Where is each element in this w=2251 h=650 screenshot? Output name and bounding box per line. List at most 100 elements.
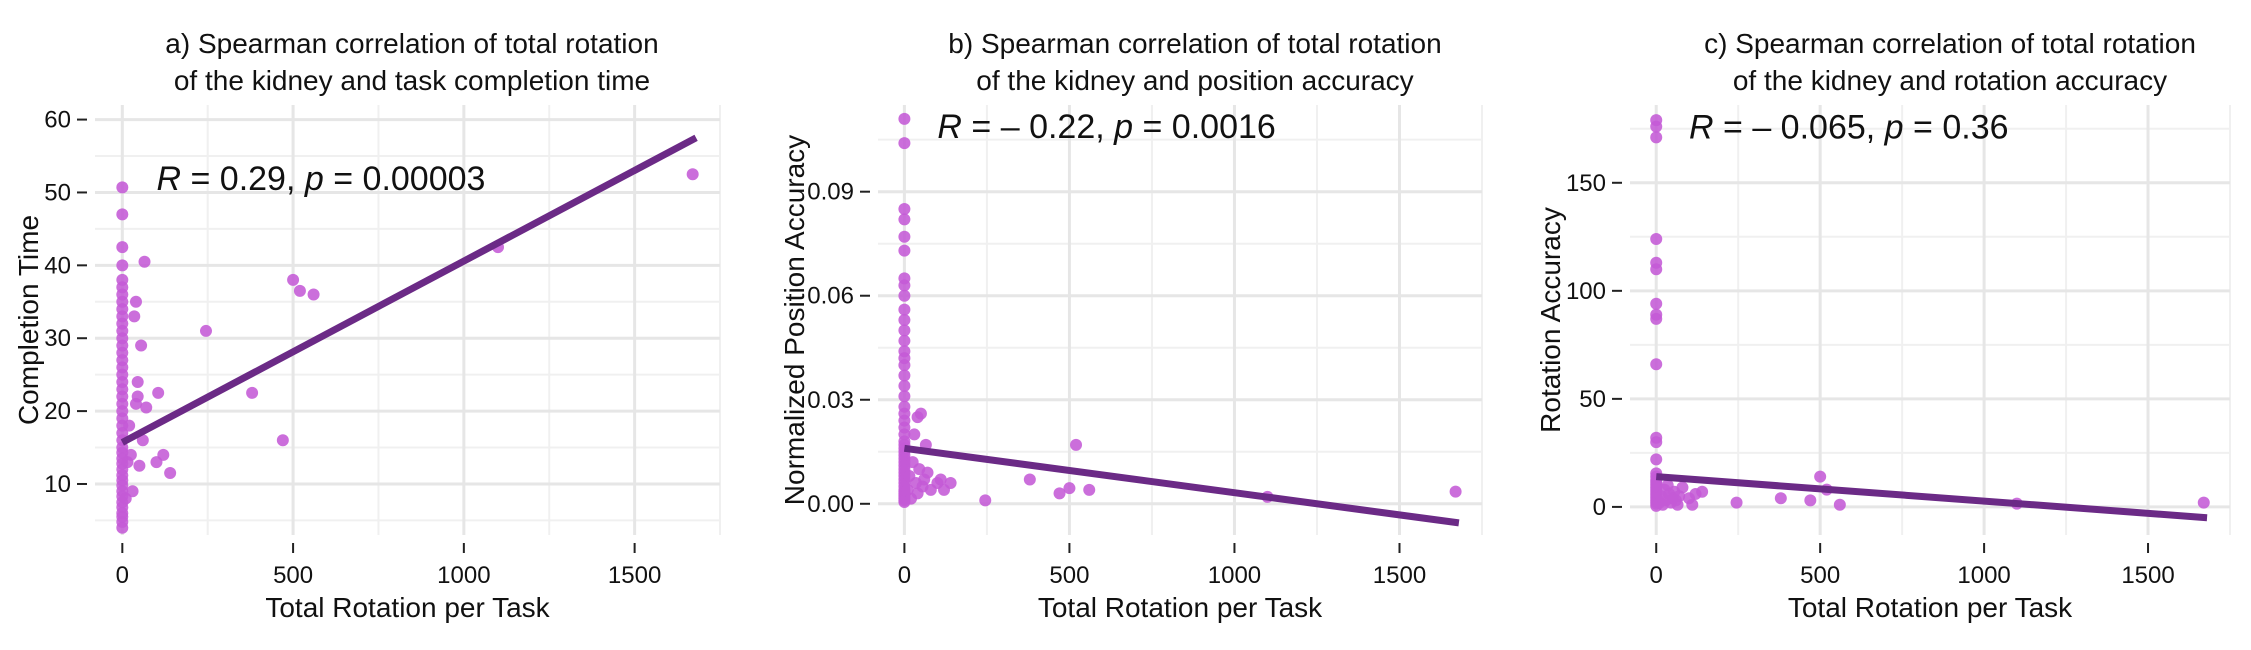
x-tick-label: 0 (116, 562, 129, 589)
data-point (1650, 297, 1663, 310)
data-point (898, 369, 911, 382)
fit-line (120, 134, 698, 446)
fit-line (1655, 473, 2208, 522)
data-point (293, 284, 306, 297)
data-point (898, 334, 911, 347)
data-point (1650, 431, 1663, 444)
data-point (979, 494, 992, 507)
x-axis-label: Total Rotation per Task (1038, 592, 1323, 623)
x-tick-label: 1500 (1373, 562, 1426, 589)
data-point (1814, 470, 1827, 483)
chart-title-line: a) Spearman correlation of total rotatio… (165, 28, 658, 59)
chart-title-line: of the kidney and task completion time (174, 65, 650, 96)
data-point (914, 407, 927, 420)
data-point (136, 434, 149, 447)
data-point (898, 112, 911, 125)
data-point (898, 324, 911, 337)
data-point (898, 230, 911, 243)
data-point (898, 314, 911, 326)
x-tick-label: 500 (1800, 562, 1840, 589)
data-point (2197, 496, 2210, 509)
data-point (307, 288, 320, 301)
x-tick-label: 1500 (2121, 562, 2174, 589)
data-point (921, 466, 934, 479)
x-tick-label: 0 (1650, 562, 1663, 589)
data-point (1650, 114, 1663, 127)
y-tick-label: 0.09 (807, 179, 854, 206)
x-tick-label: 0 (898, 562, 911, 589)
y-tick-label: 0.03 (807, 387, 854, 414)
data-point (128, 310, 141, 323)
data-point (898, 379, 911, 392)
data-point (898, 289, 911, 302)
data-point (164, 467, 177, 480)
data-point (898, 303, 911, 316)
data-point (1650, 131, 1663, 144)
y-tick-label: 50 (1579, 386, 1606, 413)
data-point (1774, 492, 1787, 505)
chart-title-line: b) Spearman correlation of total rotatio… (948, 28, 1441, 59)
data-point (157, 448, 170, 461)
chart-panel-0: 0 500 1000 1500 10 20 30 40 50 60 R = 0.29, p = 0.… (13, 28, 721, 623)
y-tick-label: 30 (44, 325, 71, 352)
data-point (135, 339, 148, 352)
y-tick-label: 10 (44, 471, 71, 498)
x-tick-label: 1000 (437, 562, 490, 589)
data-point (246, 386, 259, 399)
data-point (908, 428, 921, 441)
data-point (1070, 438, 1083, 451)
x-tick-label: 1500 (608, 562, 661, 589)
data-point (686, 168, 699, 181)
data-point (116, 259, 129, 272)
chart-panel-2: 0 500 1000 1500 0 50 100 150 R = – 0.065, p = 0.… (1535, 28, 2231, 623)
data-point (1686, 498, 1699, 511)
x-tick-label: 500 (1049, 562, 1089, 589)
data-point (131, 390, 144, 403)
x-axis-label: Total Rotation per Task (1788, 592, 2073, 623)
data-point (1650, 308, 1663, 321)
y-tick-label: 50 (44, 179, 71, 206)
data-point (116, 208, 129, 221)
y-tick-label: 0 (1593, 494, 1606, 521)
data-point (287, 273, 300, 286)
data-point (1650, 232, 1663, 245)
data-point (1676, 481, 1689, 494)
data-point (1053, 487, 1066, 500)
x-tick-label: 1000 (1208, 562, 1261, 589)
data-point (124, 448, 137, 461)
data-point (123, 419, 136, 432)
data-point (131, 375, 144, 388)
data-point (898, 272, 911, 285)
data-point (152, 386, 165, 399)
data-point (898, 345, 911, 358)
data-point (126, 485, 139, 498)
data-point (934, 473, 947, 486)
data-point (129, 295, 142, 308)
fit-line (903, 444, 1460, 527)
y-axis-label: Normalized Position Accuracy (779, 135, 810, 505)
data-point (1833, 498, 1846, 511)
data-point (944, 476, 957, 489)
data-point (898, 137, 911, 150)
x-axis-label: Total Rotation per Task (265, 592, 550, 623)
data-point (1804, 494, 1817, 507)
data-point (116, 181, 129, 194)
data-point (898, 203, 911, 216)
chart-title-line: c) Spearman correlation of total rotatio… (1704, 28, 2196, 59)
y-tick-label: 0.00 (807, 491, 854, 518)
chart-panel-1: 0 500 1000 1500 0.00 0.03 0.06 0.09 R = – 0.22, … (779, 28, 1483, 623)
data-point (199, 324, 212, 337)
y-axis-label: Rotation Accuracy (1535, 207, 1566, 433)
data-point (1023, 473, 1036, 486)
stats-annotation: R = 0.29, p = 0.00003 (156, 160, 485, 198)
y-tick-label: 150 (1566, 170, 1606, 197)
data-point (116, 241, 129, 254)
data-point (1650, 256, 1663, 269)
data-point (1650, 358, 1663, 371)
data-point (276, 434, 289, 447)
data-point (1063, 482, 1076, 495)
stats-annotation: R = – 0.22, p = 0.0016 (937, 108, 1275, 146)
data-point (898, 400, 911, 413)
